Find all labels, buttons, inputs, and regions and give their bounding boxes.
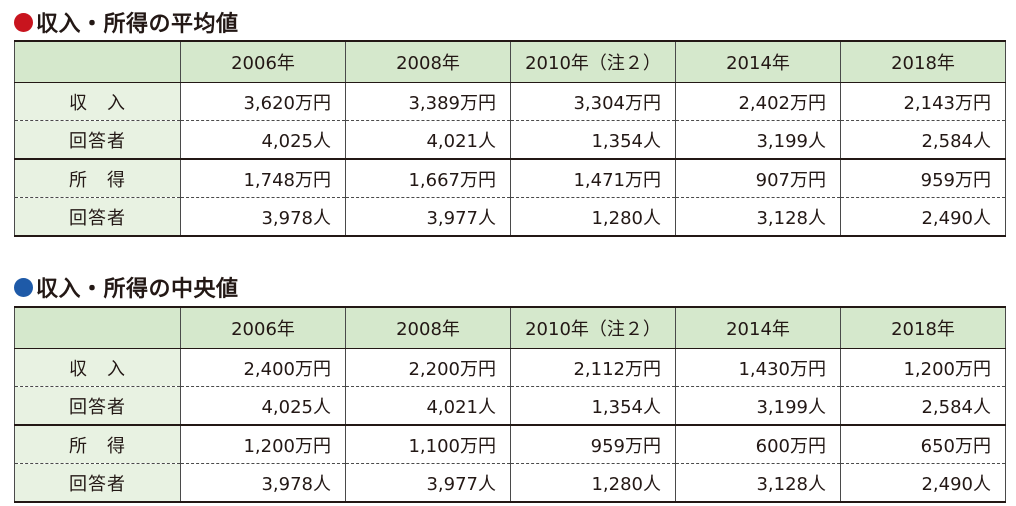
row-label: 収 入 <box>14 82 181 121</box>
header-year-cell: 2018年 <box>840 40 1006 83</box>
value-cell: 2,143万円 <box>840 82 1006 121</box>
header-corner-cell <box>14 40 181 83</box>
value-cell: 600万円 <box>675 424 841 464</box>
header-row: 2006年 2008年 2010年（注２） 2014年 2018年 <box>14 306 1006 349</box>
value-cell: 3,199人 <box>675 386 841 426</box>
value-cell: 1,280人 <box>510 463 676 503</box>
blue-bullet-icon <box>14 277 33 297</box>
section-title-text: 収入・所得の中央値 <box>36 277 239 302</box>
row-label: 所 得 <box>14 424 181 464</box>
value-cell: 2,402万円 <box>675 82 841 121</box>
value-cell: 1,200万円 <box>840 348 1006 387</box>
table-row-respondents: 回答者 3,978人 3,977人 1,280人 3,128人 2,490人 <box>14 197 1006 237</box>
value-cell: 3,304万円 <box>510 82 676 121</box>
row-label: 回答者 <box>14 463 181 503</box>
value-cell: 1,354人 <box>510 386 676 426</box>
value-cell: 1,100万円 <box>345 424 511 464</box>
red-bullet-icon <box>14 12 33 32</box>
header-year-cell: 2014年 <box>675 40 841 83</box>
value-cell: 650万円 <box>840 424 1006 464</box>
header-year-cell: 2008年 <box>345 306 511 349</box>
header-year-cell: 2006年 <box>180 40 346 83</box>
value-cell: 2,490人 <box>840 197 1006 237</box>
table-row-income: 収 入 2,400万円 2,200万円 2,112万円 1,430万円 1,20… <box>14 348 1006 387</box>
value-cell: 959万円 <box>840 158 1006 198</box>
header-year-cell: 2006年 <box>180 306 346 349</box>
value-cell: 3,977人 <box>345 463 511 503</box>
average-table: 2006年 2008年 2010年（注２） 2014年 2018年 収 入 3,… <box>14 40 1006 237</box>
value-cell: 4,021人 <box>345 386 511 426</box>
header-corner-cell <box>14 306 181 349</box>
value-cell: 2,584人 <box>840 386 1006 426</box>
table-row-respondents: 回答者 4,025人 4,021人 1,354人 3,199人 2,584人 <box>14 386 1006 426</box>
section-title-average: 収入・所得の平均値 <box>14 6 239 38</box>
value-cell: 3,620万円 <box>180 82 346 121</box>
value-cell: 2,400万円 <box>180 348 346 387</box>
value-cell: 1,354人 <box>510 120 676 160</box>
row-label: 回答者 <box>14 197 181 237</box>
value-cell: 959万円 <box>510 424 676 464</box>
value-cell: 4,021人 <box>345 120 511 160</box>
row-label: 所 得 <box>14 158 181 198</box>
header-year-cell: 2010年（注２） <box>510 306 676 349</box>
value-cell: 3,978人 <box>180 197 346 237</box>
value-cell: 2,112万円 <box>510 348 676 387</box>
value-cell: 1,471万円 <box>510 158 676 198</box>
table-row-respondents: 回答者 4,025人 4,021人 1,354人 3,199人 2,584人 <box>14 120 1006 160</box>
value-cell: 4,025人 <box>180 120 346 160</box>
value-cell: 3,389万円 <box>345 82 511 121</box>
header-row: 2006年 2008年 2010年（注２） 2014年 2018年 <box>14 40 1006 83</box>
value-cell: 3,128人 <box>675 463 841 503</box>
value-cell: 1,667万円 <box>345 158 511 198</box>
table-row-earnings: 所 得 1,200万円 1,100万円 959万円 600万円 650万円 <box>14 424 1006 464</box>
value-cell: 1,200万円 <box>180 424 346 464</box>
row-label: 回答者 <box>14 386 181 426</box>
value-cell: 1,430万円 <box>675 348 841 387</box>
median-table: 2006年 2008年 2010年（注２） 2014年 2018年 収 入 2,… <box>14 306 1006 503</box>
value-cell: 2,200万円 <box>345 348 511 387</box>
row-label: 回答者 <box>14 120 181 160</box>
value-cell: 3,978人 <box>180 463 346 503</box>
table-row-earnings: 所 得 1,748万円 1,667万円 1,471万円 907万円 959万円 <box>14 158 1006 198</box>
value-cell: 1,748万円 <box>180 158 346 198</box>
value-cell: 3,199人 <box>675 120 841 160</box>
header-year-cell: 2008年 <box>345 40 511 83</box>
value-cell: 2,490人 <box>840 463 1006 503</box>
value-cell: 4,025人 <box>180 386 346 426</box>
header-year-cell: 2018年 <box>840 306 1006 349</box>
section-title-text: 収入・所得の平均値 <box>36 12 239 37</box>
value-cell: 2,584人 <box>840 120 1006 160</box>
header-year-cell: 2010年（注２） <box>510 40 676 83</box>
value-cell: 1,280人 <box>510 197 676 237</box>
row-label: 収 入 <box>14 348 181 387</box>
value-cell: 3,977人 <box>345 197 511 237</box>
value-cell: 3,128人 <box>675 197 841 237</box>
section-title-median: 収入・所得の中央値 <box>14 271 239 303</box>
header-year-cell: 2014年 <box>675 306 841 349</box>
table-row-income: 収 入 3,620万円 3,389万円 3,304万円 2,402万円 2,14… <box>14 82 1006 121</box>
table-row-respondents: 回答者 3,978人 3,977人 1,280人 3,128人 2,490人 <box>14 463 1006 503</box>
value-cell: 907万円 <box>675 158 841 198</box>
